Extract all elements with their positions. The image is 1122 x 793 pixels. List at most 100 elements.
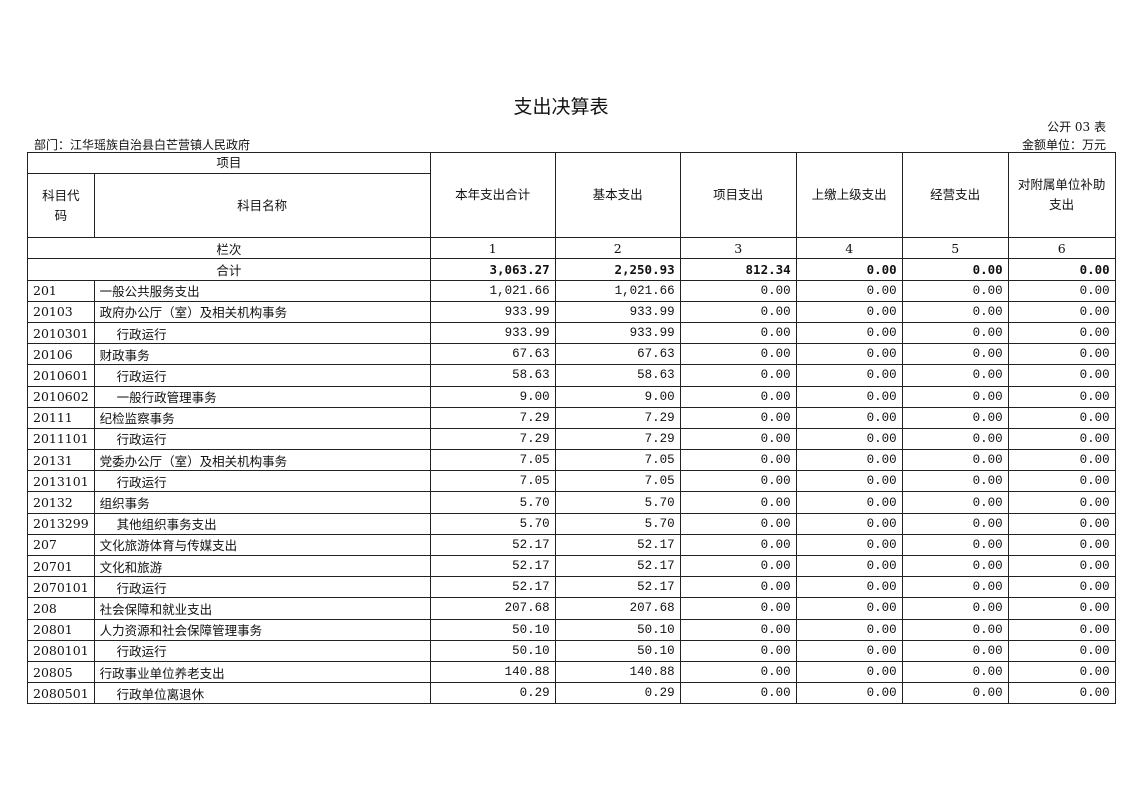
subject-code: 2010301 [27,321,95,345]
header-item: 项目 [27,151,431,175]
subject-name: 文化和旅游 [93,554,431,578]
total-value: 0.00 [795,258,903,281]
amount-cell: 0.00 [679,554,797,578]
total-row: 合计 3,063.27 2,250.93 812.34 0.00 0.00 0.… [27,258,1116,281]
subject-code: 20805 [27,660,95,684]
amount-cell: 58.63 [554,364,681,387]
amount-cell: 0.00 [901,364,1009,387]
amount-cell: 7.05 [429,470,556,493]
seq-3: 3 [679,237,797,260]
amount-cell: 7.29 [554,406,681,429]
subject-code: 20801 [27,618,95,641]
amount-cell: 0.00 [1007,449,1116,472]
table-row: 2010601 行政运行 58.63 58.63 0.00 0.00 0.00 0.00 [27,364,1116,387]
amount-cell: 52.17 [429,533,556,557]
amount-cell: 52.17 [554,576,681,599]
table-row: 2080501 行政单位离退休 0.29 0.29 0.00 0.00 0.00 0.00 [27,682,1116,705]
table-row: 20805 行政事业单位养老支出 140.88 140.88 0.00 0.00 0.00 0… [27,660,1116,684]
seq-6: 6 [1007,237,1116,260]
amount-cell: 140.88 [429,660,556,684]
amount-cell: 0.00 [1007,660,1116,684]
subject-code: 20106 [27,343,95,366]
table-row: 20132 组织事务 5.70 5.70 0.00 0.00 0.00 0.00 [27,491,1116,514]
header-col-1: 本年支出合计 [429,151,556,239]
amount-cell: 0.00 [1007,512,1116,535]
table-row: 2011101 行政运行 7.29 7.29 0.00 0.00 0.00 0.00 [27,427,1116,451]
table-row: 2013101 行政运行 7.05 7.05 0.00 0.00 0.00 0.00 [27,470,1116,493]
amount-cell: 50.10 [429,618,556,641]
amount-cell: 207.68 [429,597,556,620]
seq-4: 4 [795,237,903,260]
subject-name: 人力资源和社会保障管理事务 [93,618,431,641]
amount-cell: 0.00 [679,321,797,345]
subject-code: 207 [27,533,95,557]
amount-cell: 0.00 [679,639,797,662]
amount-cell: 7.29 [554,427,681,451]
table-row: 2010602 一般行政管理事务 9.00 9.00 0.00 0.00 0.00 0.00 [27,385,1116,408]
subject-name: 纪检监察事务 [93,406,431,429]
amount-cell: 0.00 [1007,597,1116,620]
amount-cell: 0.00 [679,406,797,429]
subject-code: 2070101 [27,576,95,599]
department: 部门：江华瑶族自治县白芒营镇人民政府 [34,138,251,152]
amount-cell: 0.00 [901,321,1009,345]
amount-cell: 0.00 [901,554,1009,578]
header-code: 科目代码 [27,173,95,239]
table-row: 20106 财政事务 67.63 67.63 0.00 0.00 0.00 0.00 [27,343,1116,366]
amount-cell: 0.00 [1007,385,1116,408]
table-row: 20131 党委办公厅（室）及相关机构事务 7.05 7.05 0.00 0.00 0.00… [27,449,1116,472]
amount-cell: 0.00 [679,682,797,705]
amount-cell: 0.00 [1007,300,1116,323]
expenditure-table: 项目 本年支出合计 基本支出 项目支出 上缴上级支出 经营支出 对附属单位补助支… [27,151,1116,705]
amount-cell: 207.68 [554,597,681,620]
amount-cell: 0.00 [901,470,1009,493]
subject-name: 行政运行 [93,639,431,662]
amount-cell: 0.00 [679,364,797,387]
table-row: 207 文化旅游体育与传媒支出 52.17 52.17 0.00 0.00 0.00 0.00 [27,533,1116,557]
amount-cell: 0.00 [679,597,797,620]
amount-cell: 0.00 [901,343,1009,366]
amount-cell: 0.00 [901,660,1009,684]
amount-cell: 0.00 [795,512,903,535]
amount-cell: 0.00 [901,682,1009,705]
subject-name: 其他组织事务支出 [93,512,431,535]
table-row: 20111 纪检监察事务 7.29 7.29 0.00 0.00 0.00 0.00 [27,406,1116,429]
amount-cell: 0.00 [1007,343,1116,366]
amount-cell: 0.00 [901,449,1009,472]
amount-cell: 0.00 [1007,576,1116,599]
total-value: 3,063.27 [429,258,556,281]
amount-cell: 0.00 [901,576,1009,599]
table-row: 20701 文化和旅游 52.17 52.17 0.00 0.00 0.00 0.00 [27,554,1116,578]
subject-name: 文化旅游体育与传媒支出 [93,533,431,557]
amount-cell: 0.00 [795,491,903,514]
amount-cell: 0.00 [901,406,1009,429]
amount-cell: 0.00 [901,533,1009,557]
amount-cell: 0.00 [679,618,797,641]
amount-cell: 0.00 [679,449,797,472]
amount-cell: 0.29 [429,682,556,705]
subject-name: 行政运行 [93,321,431,345]
subject-name: 行政单位离退休 [93,682,431,705]
amount-cell: 0.00 [679,512,797,535]
subject-code: 20111 [27,406,95,429]
total-label: 合计 [27,258,431,281]
amount-cell: 0.00 [795,682,903,705]
seq-label: 栏次 [27,237,431,260]
subject-code: 2080501 [27,682,95,705]
amount-cell: 0.00 [1007,364,1116,387]
amount-cell: 1,021.66 [429,279,556,302]
amount-cell: 0.00 [679,385,797,408]
subject-code: 2013299 [27,512,95,535]
amount-cell: 933.99 [429,300,556,323]
amount-cell: 0.00 [679,533,797,557]
amount-cell: 0.00 [901,279,1009,302]
amount-cell: 0.00 [795,343,903,366]
total-value: 2,250.93 [554,258,681,281]
form-number: 公开 03 表 [1047,120,1106,134]
amount-cell: 0.00 [795,300,903,323]
amount-cell: 0.00 [795,449,903,472]
amount-cell: 0.00 [795,385,903,408]
amount-cell: 0.00 [901,618,1009,641]
amount-cell: 0.00 [901,427,1009,451]
amount-cell: 933.99 [554,321,681,345]
